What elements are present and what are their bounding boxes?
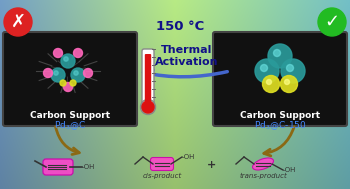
- Circle shape: [255, 59, 279, 83]
- Text: ✓: ✓: [324, 13, 339, 31]
- Circle shape: [43, 68, 52, 77]
- Circle shape: [266, 80, 272, 84]
- Circle shape: [70, 80, 76, 86]
- Text: trans-product: trans-product: [239, 173, 287, 179]
- FancyBboxPatch shape: [3, 32, 137, 126]
- Text: Carbon Support: Carbon Support: [240, 112, 320, 121]
- Text: Carbon Support: Carbon Support: [30, 112, 110, 121]
- Circle shape: [51, 68, 65, 82]
- FancyBboxPatch shape: [150, 157, 174, 170]
- Text: +: +: [207, 160, 217, 170]
- Circle shape: [64, 57, 68, 61]
- Circle shape: [268, 44, 292, 68]
- FancyArrowPatch shape: [144, 70, 227, 79]
- Circle shape: [61, 54, 75, 68]
- Text: Pd$_3$@C-150: Pd$_3$@C-150: [254, 120, 306, 132]
- Circle shape: [260, 64, 267, 71]
- Text: -OH: -OH: [283, 167, 296, 173]
- FancyArrowPatch shape: [56, 127, 79, 154]
- Circle shape: [262, 75, 280, 92]
- Circle shape: [142, 101, 154, 113]
- Circle shape: [63, 83, 72, 91]
- FancyBboxPatch shape: [213, 32, 347, 126]
- Text: Pd$_3$@C: Pd$_3$@C: [54, 120, 86, 132]
- Circle shape: [71, 68, 85, 82]
- Circle shape: [54, 71, 58, 75]
- FancyArrowPatch shape: [264, 127, 294, 156]
- Text: cis-product: cis-product: [142, 173, 182, 179]
- Text: -OH: -OH: [82, 164, 95, 170]
- Text: ✗: ✗: [10, 13, 26, 31]
- Circle shape: [280, 75, 298, 92]
- Circle shape: [4, 8, 32, 36]
- Text: Thermal
Activation: Thermal Activation: [155, 45, 219, 67]
- Circle shape: [287, 64, 294, 71]
- Circle shape: [285, 80, 289, 84]
- Circle shape: [54, 49, 63, 57]
- Circle shape: [273, 50, 280, 57]
- Circle shape: [281, 59, 305, 83]
- Text: -OH: -OH: [182, 154, 195, 160]
- FancyBboxPatch shape: [142, 49, 154, 111]
- Text: 150 °C: 150 °C: [156, 20, 204, 33]
- Ellipse shape: [252, 158, 273, 170]
- Circle shape: [74, 71, 78, 75]
- Circle shape: [74, 49, 83, 57]
- Circle shape: [84, 68, 92, 77]
- Circle shape: [60, 80, 66, 86]
- FancyBboxPatch shape: [43, 159, 73, 175]
- FancyBboxPatch shape: [145, 54, 151, 106]
- Circle shape: [318, 8, 346, 36]
